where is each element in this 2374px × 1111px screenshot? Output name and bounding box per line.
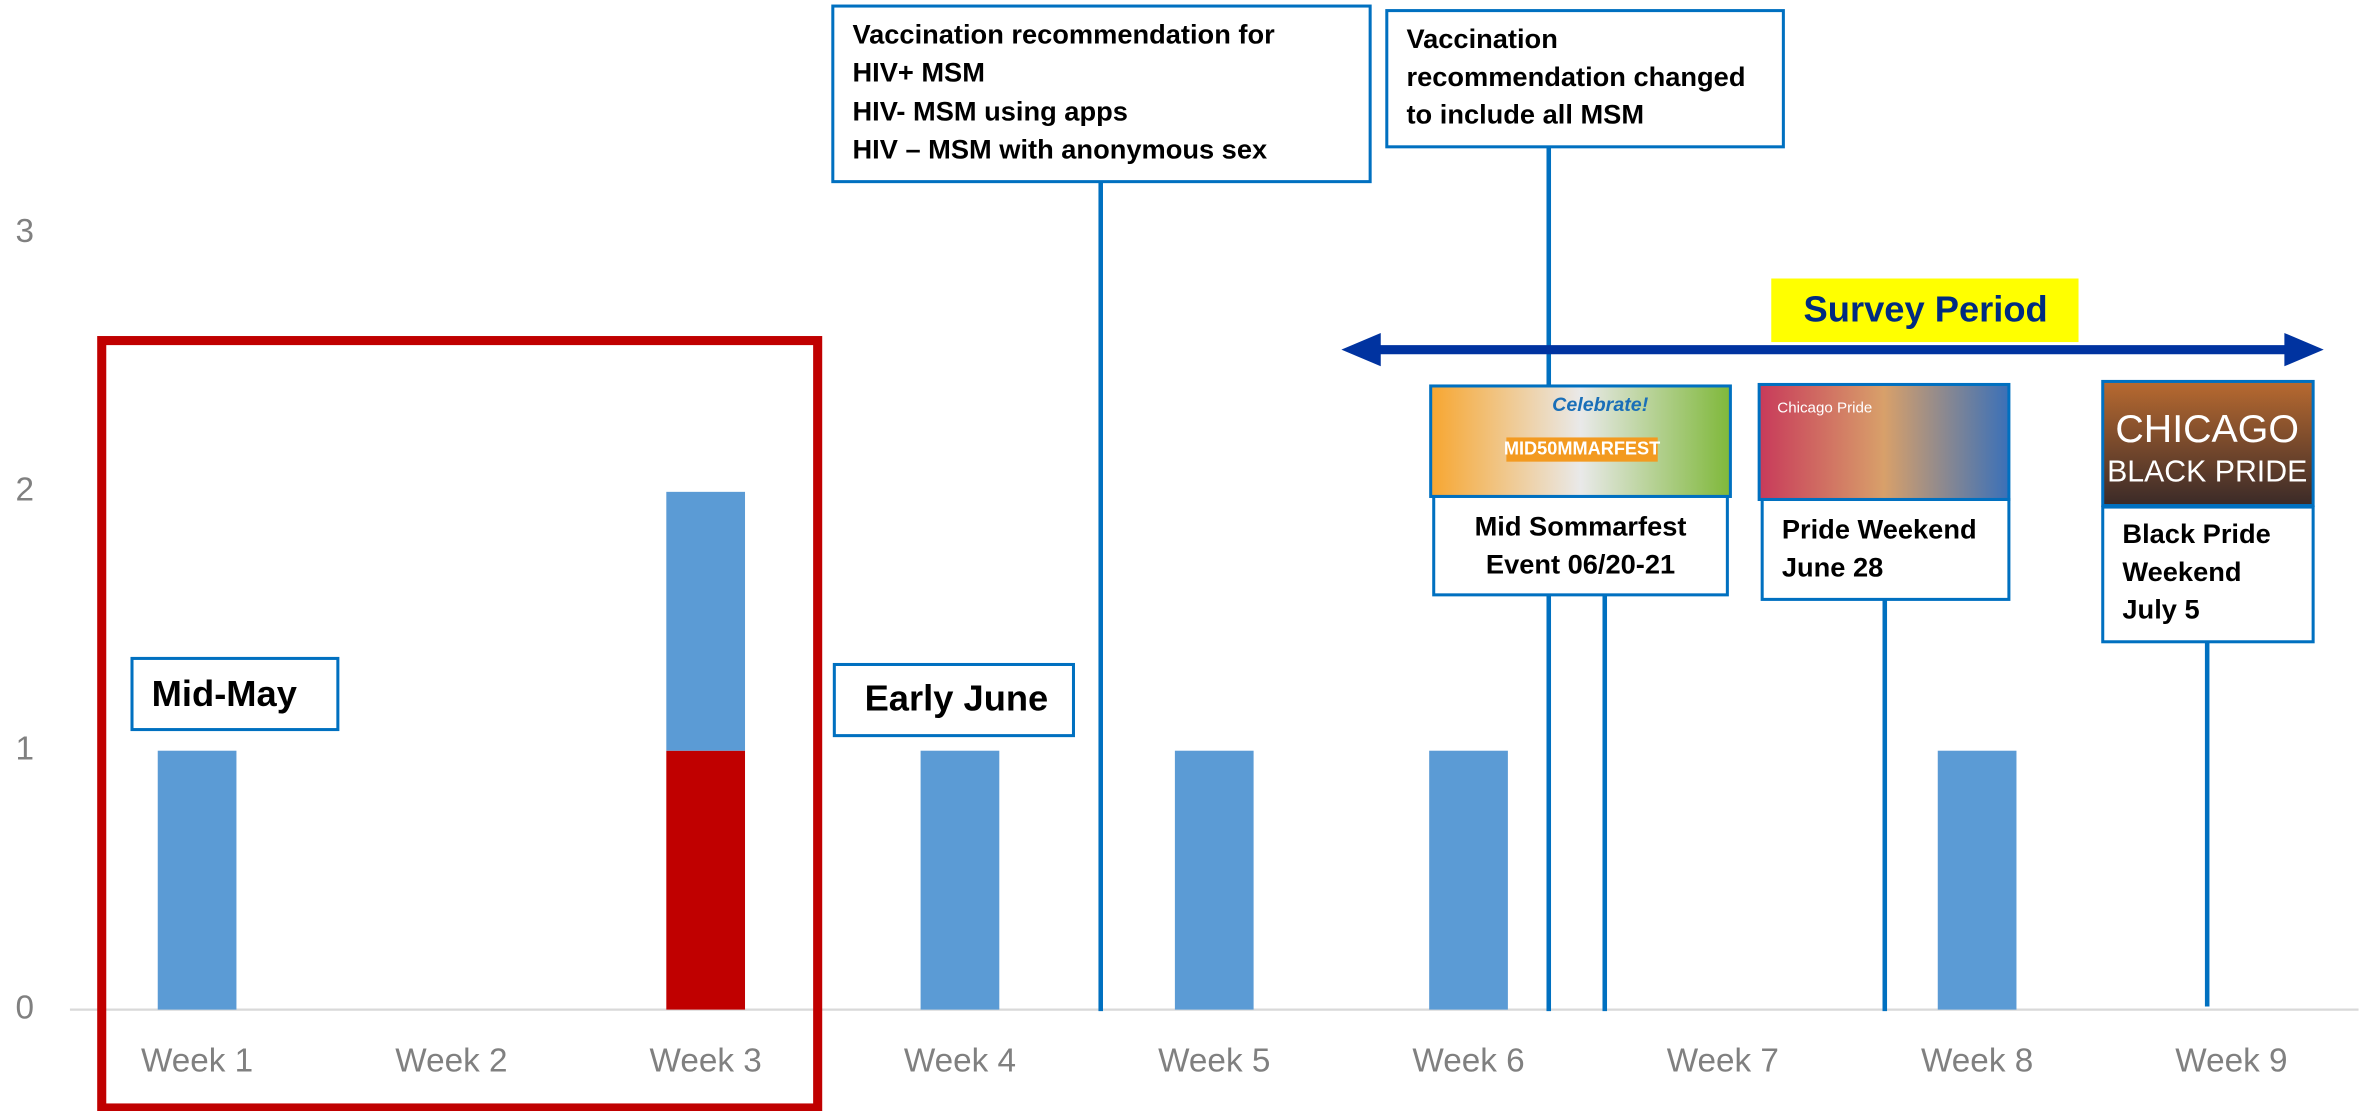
bars: 0 1 2 3 Week 1 Week 2 Week 3 Week 4 Week 5 Week 6… [15,213,2359,1079]
annotation-box [1432,494,1729,597]
annotation: Mid-May [152,673,297,714]
bar [920,750,1000,1010]
x-tick-label: Week 4 [904,1042,1016,1079]
y-tick-label: 1 [15,731,34,768]
bar [1937,750,2017,1010]
annotation-box [1385,9,1785,149]
arrow-head [1341,332,1381,367]
annotation: HIV+ MSM [852,56,984,87]
annotation: Mid Sommarfest [1475,510,1687,541]
y-tick-label: 0 [15,989,34,1026]
annotation: Vaccination recommendation for [852,19,1275,50]
annotation: Vaccination [1406,23,1557,54]
annotation-box [832,662,1075,738]
annotation: HIV- MSM using apps [852,96,1127,127]
bar [157,750,237,1010]
survey-label: Survey Period [1804,288,2048,329]
annotation: July 5 [2122,594,2199,625]
image-text: CHICAGO [2115,407,2299,451]
annotation: Black Pride [2122,518,2270,549]
x-tick-label: Week 9 [2175,1042,2287,1079]
annotation-box [1760,497,2011,601]
survey-label-bg [1771,278,2079,343]
annotation: Early June [865,677,1049,718]
image-text: MID50MMARFEST [1504,438,1660,458]
x-tick-label: Week 2 [395,1042,507,1079]
image-text: Celebrate! [1552,394,1649,416]
annotation-box [2101,505,2315,644]
x-tick-label: Week 7 [1667,1042,1779,1079]
image-part [1506,437,1658,462]
bar [666,750,746,1010]
x-tick-label: Week 1 [141,1042,253,1079]
bar [666,491,746,751]
annotation: June 28 [1782,551,1883,582]
event-image [1757,382,2011,502]
annotation: Event 06/20-21 [1486,548,1675,579]
arrow-head [2284,332,2324,367]
annotation: HIV – MSM with anonymous sex [852,134,1267,165]
y-tick-label: 2 [15,472,34,509]
x-tick-label: Week 5 [1158,1042,1270,1079]
highlight-box [97,336,823,1111]
x-tick-label: Week 3 [650,1042,762,1079]
image-text: Chicago Pride [1777,400,1872,417]
x-tick-label: Week 6 [1412,1042,1524,1079]
annotation: Pride Weekend [1782,513,1977,544]
x-tick-label: Week 8 [1921,1042,2033,1079]
image-text: BLACK PRIDE [2107,456,2307,489]
y-tick-label: 3 [15,213,34,250]
annotation: recommendation changed [1406,61,1745,92]
bar [1429,750,1508,1010]
bar [1174,750,1254,1010]
annotation-box [831,4,1372,184]
annotation: to include all MSM [1406,99,1644,130]
annotation: Weekend [2122,556,2241,587]
event-image [2101,379,2315,508]
annotation-box [130,656,340,732]
